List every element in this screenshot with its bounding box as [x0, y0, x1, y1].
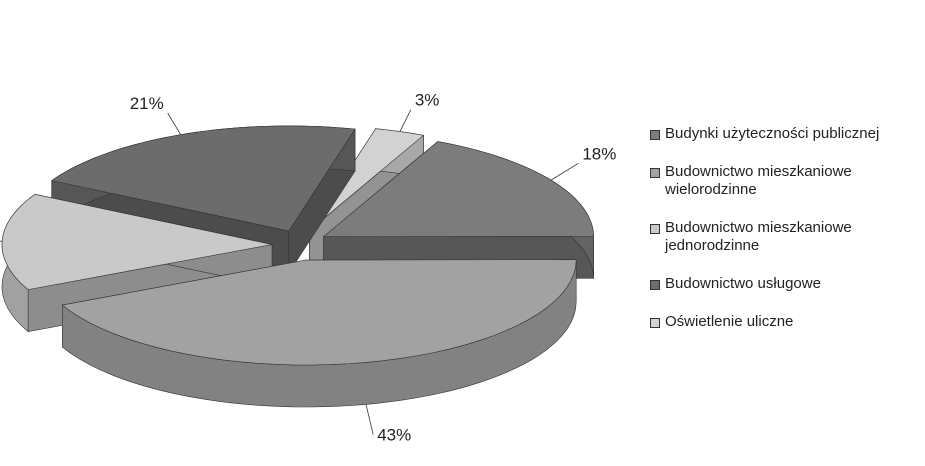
slice-top: [61, 259, 577, 366]
legend-swatch: [650, 168, 660, 178]
leader-line: [365, 404, 374, 435]
legend: Budynki użyteczności publicznej Budownict…: [650, 125, 920, 351]
slice: [61, 259, 577, 408]
legend-item: Oświetlenie uliczne: [650, 313, 920, 331]
leader-line: [167, 112, 182, 135]
legend-swatch: [650, 130, 660, 140]
data-label: 3%: [415, 91, 440, 110]
leader-line: [550, 163, 579, 181]
legend-label: Oświetlenie uliczne: [665, 313, 794, 330]
legend-swatch: [650, 224, 660, 234]
leader-line: [0, 240, 3, 243]
data-label: 18%: [582, 144, 616, 163]
legend-label: Budownictwo usługowe: [665, 275, 821, 292]
leader-line: [399, 109, 412, 132]
legend-swatch: [650, 318, 660, 328]
legend-label: Budynki użyteczności publicznej: [665, 125, 880, 142]
legend-item: Budynki użyteczności publicznej: [650, 125, 920, 143]
data-label: 43%: [377, 426, 411, 445]
legend-item: Budownictwo usługowe: [650, 275, 920, 293]
data-label: 21%: [130, 94, 164, 113]
slice-top: [50, 125, 356, 232]
legend-item: Budownictwo mieszkaniowe wielorodzinne: [650, 163, 920, 199]
pie-area: 18%43%15%21%3%: [0, 91, 616, 445]
legend-item: Budownictwo mieszkaniowe jednorodzinne: [650, 219, 920, 255]
legend-swatch: [650, 280, 660, 290]
legend-label: Budownictwo mieszkaniowe wielorodzinne: [665, 163, 852, 198]
legend-label: Budownictwo mieszkaniowe jednorodzinne: [665, 219, 852, 254]
